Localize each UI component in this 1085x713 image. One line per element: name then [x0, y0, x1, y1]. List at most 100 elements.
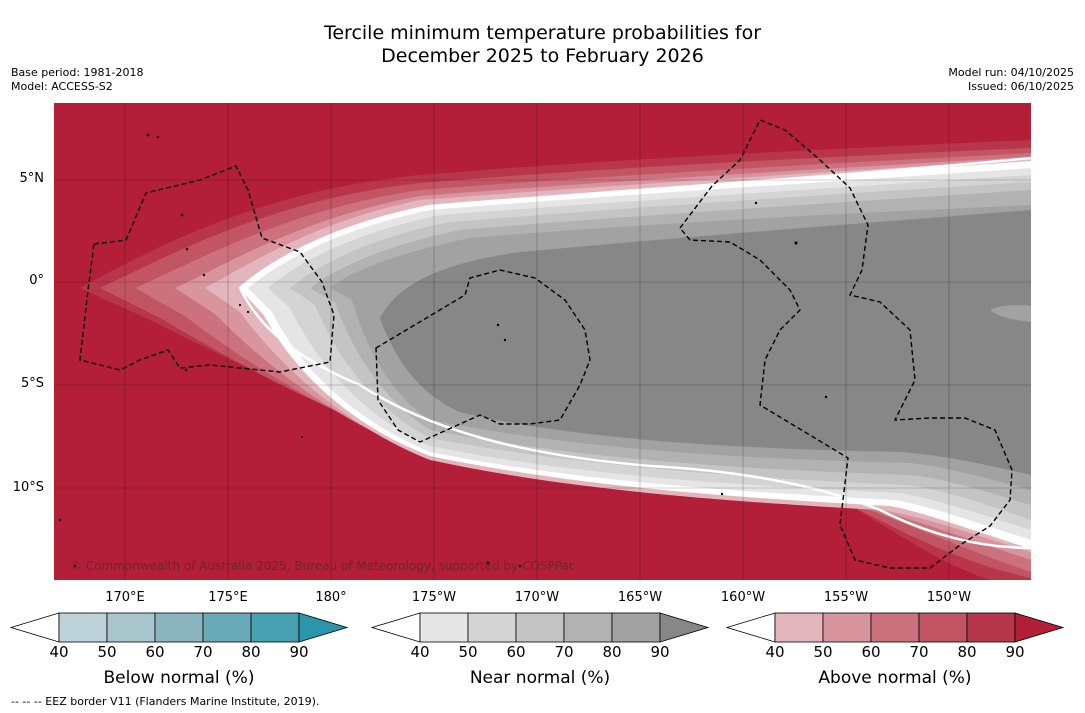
island	[156, 135, 160, 139]
island	[518, 564, 522, 568]
island	[246, 310, 250, 314]
colorbar-above-title: Above normal (%)	[818, 668, 972, 688]
band-boundary-south	[238, 287, 1031, 550]
title-line-1: Tercile minimum temperature probabilitie…	[323, 22, 762, 44]
cb-near-tick: 50	[458, 643, 478, 661]
lon-label-165w: 165°W	[617, 590, 663, 605]
island	[794, 241, 798, 245]
eez-border-kiribati-line	[679, 119, 1013, 569]
colorbar-near-segment	[419, 612, 469, 643]
island	[503, 338, 507, 342]
island	[824, 395, 828, 399]
eez-footnote: -- -- -- EEZ border V11 (Flanders Marine…	[11, 695, 320, 708]
chart-title: Tercile minimum temperature probabilitie…	[0, 22, 1085, 68]
island	[486, 561, 490, 565]
lon-label-155w: 155°W	[823, 590, 869, 605]
colorbar-above-max-extend	[1014, 612, 1065, 643]
lon-label-170w: 170°W	[514, 590, 560, 605]
island	[146, 133, 150, 137]
colorbar-near-segment	[515, 612, 565, 643]
colorbar-below-max-extend	[298, 612, 349, 643]
lon-label-180: 180°	[315, 590, 347, 605]
cb-above-tick: 90	[1005, 643, 1025, 661]
island	[238, 303, 242, 307]
cb-near-tick: 60	[506, 643, 526, 661]
meta-right: Model run: 04/10/2025 Issued: 06/10/2025	[948, 66, 1074, 94]
colorbar-below-segment	[250, 612, 300, 643]
eez-border-tokelau	[375, 269, 591, 443]
cb-below-tick: 60	[145, 643, 165, 661]
lon-label-150w: 150°W	[926, 590, 972, 605]
lat-label-5s: 5°S	[20, 376, 44, 391]
colorbar-above-segment	[774, 612, 824, 643]
cb-above-tick: 40	[765, 643, 785, 661]
island	[185, 247, 189, 251]
colorbar-below-normal	[9, 612, 349, 643]
lon-label-160w: 160°W	[720, 590, 766, 605]
colorbar-above-segment	[966, 612, 1016, 643]
colorbar-above-segment	[822, 612, 872, 643]
near-normal-90-band	[380, 210, 1031, 475]
lat-label-5n: 5°N	[19, 171, 45, 186]
model-run-text: Model run: 04/10/2025	[948, 66, 1074, 79]
colorbar-near-segment	[467, 612, 517, 643]
cb-above-tick: 80	[957, 643, 977, 661]
colorbar-above-normal	[725, 612, 1065, 643]
cb-near-tick: 90	[650, 643, 670, 661]
cb-near-tick: 70	[554, 643, 574, 661]
cb-below-tick: 70	[193, 643, 213, 661]
probability-field	[54, 103, 1031, 580]
colorbar-near-title: Near normal (%)	[469, 668, 611, 688]
colorbar-below-segment	[58, 612, 108, 643]
eez-borders	[79, 119, 1013, 569]
colorbar-above-segment	[918, 612, 968, 643]
island	[184, 368, 188, 372]
islands	[58, 133, 828, 568]
title-line-2: December 2025 to February 2026	[381, 45, 704, 67]
colorbar-above-segment	[870, 612, 920, 643]
cb-above-tick: 60	[861, 643, 881, 661]
island	[720, 492, 724, 496]
colorbar-near-max-extend	[659, 612, 710, 643]
cb-below-tick: 80	[241, 643, 261, 661]
cb-below-tick: 90	[289, 643, 309, 661]
colorbar-near-normal	[370, 612, 710, 643]
colorbar-below-segment	[106, 612, 156, 643]
island	[73, 564, 77, 568]
lon-label-175w: 175°W	[411, 590, 457, 605]
eez-border-tuvalu	[79, 165, 335, 373]
base-period-text: Base period: 1981-2018	[11, 66, 144, 79]
cb-near-tick: 80	[602, 643, 622, 661]
band-boundary-north	[239, 156, 1031, 289]
lon-label-170e: 170°E	[105, 590, 145, 605]
gridlines	[54, 103, 1031, 580]
cb-near-tick: 40	[410, 643, 430, 661]
island	[58, 518, 62, 522]
lat-label-10s: 10°S	[12, 480, 44, 495]
colorbar-below-segment	[202, 612, 252, 643]
lon-label-175e: 175°E	[208, 590, 248, 605]
island	[180, 213, 184, 217]
island	[300, 435, 304, 439]
copyright-text: © Commonwealth of Australia 2025, Bureau…	[70, 559, 576, 573]
colorbar-above-min-extend	[725, 612, 776, 643]
colorbar-below-title: Below normal (%)	[103, 668, 255, 688]
colorbar-near-segment	[563, 612, 613, 643]
near-normal-90-tongue-lite	[990, 305, 1031, 322]
colorbar-below-segment	[154, 612, 204, 643]
colorbar-near-min-extend	[370, 612, 421, 643]
meta-left: Base period: 1981-2018 Model: ACCESS-S2	[11, 66, 143, 94]
cb-above-tick: 50	[813, 643, 833, 661]
island	[202, 273, 206, 277]
model-text: Model: ACCESS-S2	[11, 80, 113, 93]
colorbar-below-min-extend	[9, 612, 60, 643]
cb-above-tick: 70	[909, 643, 929, 661]
island	[496, 323, 500, 327]
lat-label-0: 0°	[29, 273, 44, 288]
cb-below-tick: 40	[49, 643, 69, 661]
issued-text: Issued: 06/10/2025	[967, 80, 1074, 93]
colorbar-near-segment	[611, 612, 661, 643]
island	[754, 201, 758, 205]
cb-below-tick: 50	[97, 643, 117, 661]
